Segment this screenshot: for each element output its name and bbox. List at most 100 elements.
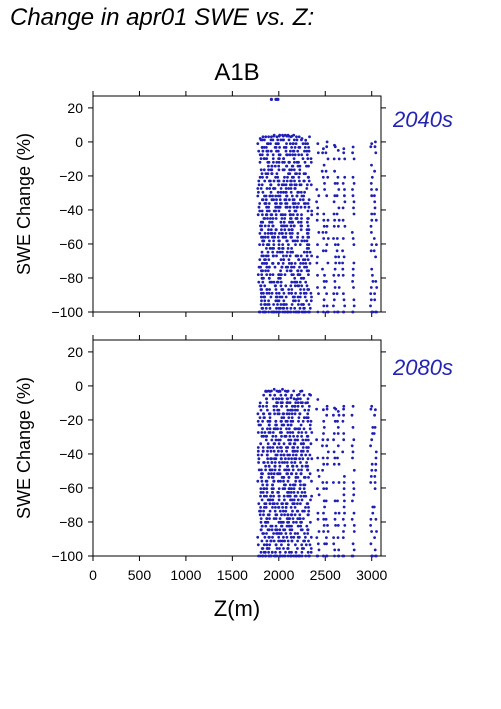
data-point [290, 412, 294, 416]
data-point [296, 547, 299, 550]
data-point [301, 310, 305, 314]
data-point [262, 543, 266, 547]
data-point [274, 228, 278, 232]
data-point [325, 145, 329, 149]
data-point [341, 237, 345, 240]
data-point [369, 292, 373, 295]
data-point [296, 190, 300, 194]
data-point [333, 406, 336, 410]
data-point [298, 183, 302, 187]
data-point [336, 243, 340, 247]
data-point [351, 237, 355, 240]
data-point [290, 247, 293, 250]
data-point [297, 153, 301, 157]
data-point [270, 135, 273, 139]
data-point [306, 532, 310, 535]
data-point [264, 310, 268, 314]
data-point [335, 212, 339, 216]
data-point [299, 472, 303, 476]
data-point [270, 232, 274, 235]
data-point [266, 172, 270, 176]
data-point [337, 548, 341, 552]
data-point [370, 194, 374, 198]
data-point [324, 151, 328, 155]
data-point [264, 524, 268, 528]
data-point [261, 446, 265, 449]
data-point [294, 453, 298, 457]
data-point [282, 299, 286, 303]
data-point [259, 520, 263, 524]
data-point [341, 450, 345, 454]
data-point [325, 542, 328, 546]
data-point [325, 536, 328, 539]
data-point [294, 291, 297, 295]
data-point [333, 169, 336, 173]
data-point [265, 157, 269, 161]
data-point [267, 310, 270, 314]
data-point [257, 179, 261, 183]
data-point [300, 453, 303, 457]
data-point [322, 524, 326, 527]
data-point [267, 209, 271, 213]
data-point [286, 423, 290, 427]
data-point [296, 434, 299, 438]
data-point [281, 461, 284, 464]
data-point [285, 202, 289, 205]
data-point [292, 498, 296, 502]
data-point [290, 183, 293, 187]
data-point [270, 291, 274, 295]
data-point [258, 513, 262, 517]
data-point [301, 142, 305, 146]
y-tick-label: 0 [75, 134, 83, 150]
data-point [307, 509, 311, 513]
data-point [292, 149, 296, 153]
data-point [307, 476, 310, 479]
data-point [267, 243, 271, 247]
data-point [374, 408, 377, 412]
data-point [295, 520, 298, 524]
data-point [352, 200, 356, 204]
data-point [274, 517, 278, 520]
data-point [374, 456, 378, 460]
data-point [294, 202, 297, 205]
data-point [256, 187, 260, 190]
y-tick-label: −20 [59, 168, 83, 184]
data-point [278, 310, 282, 314]
data-point [307, 408, 310, 412]
data-point [351, 280, 354, 283]
data-point [267, 228, 270, 232]
data-point [324, 231, 328, 234]
data-point [266, 254, 270, 258]
data-point [304, 142, 307, 146]
data-point [289, 532, 292, 535]
data-point [280, 404, 283, 408]
data-point [256, 431, 260, 434]
data-point [298, 168, 302, 172]
data-point [322, 218, 326, 222]
y-tick-label: −40 [59, 202, 83, 218]
data-point [260, 453, 264, 457]
data-point [295, 205, 299, 209]
data-point [275, 172, 279, 176]
data-point [292, 483, 296, 487]
data-point [351, 450, 355, 454]
data-point [291, 153, 295, 157]
data-point [284, 187, 288, 190]
data-point [342, 487, 346, 490]
data-point [351, 554, 355, 558]
data-point [322, 530, 325, 533]
data-point [289, 284, 293, 288]
data-point [276, 303, 279, 306]
data-point [307, 149, 311, 153]
data-point [334, 511, 337, 515]
data-point [276, 250, 279, 254]
data-point [294, 183, 298, 187]
data-point [298, 243, 302, 247]
scenario-label: A1B [214, 59, 259, 86]
data-point [305, 239, 309, 243]
data-point [278, 153, 282, 157]
data-point [272, 479, 276, 483]
data-point [264, 202, 268, 205]
x-tick-label: 0 [89, 567, 97, 583]
data-point [341, 273, 345, 277]
